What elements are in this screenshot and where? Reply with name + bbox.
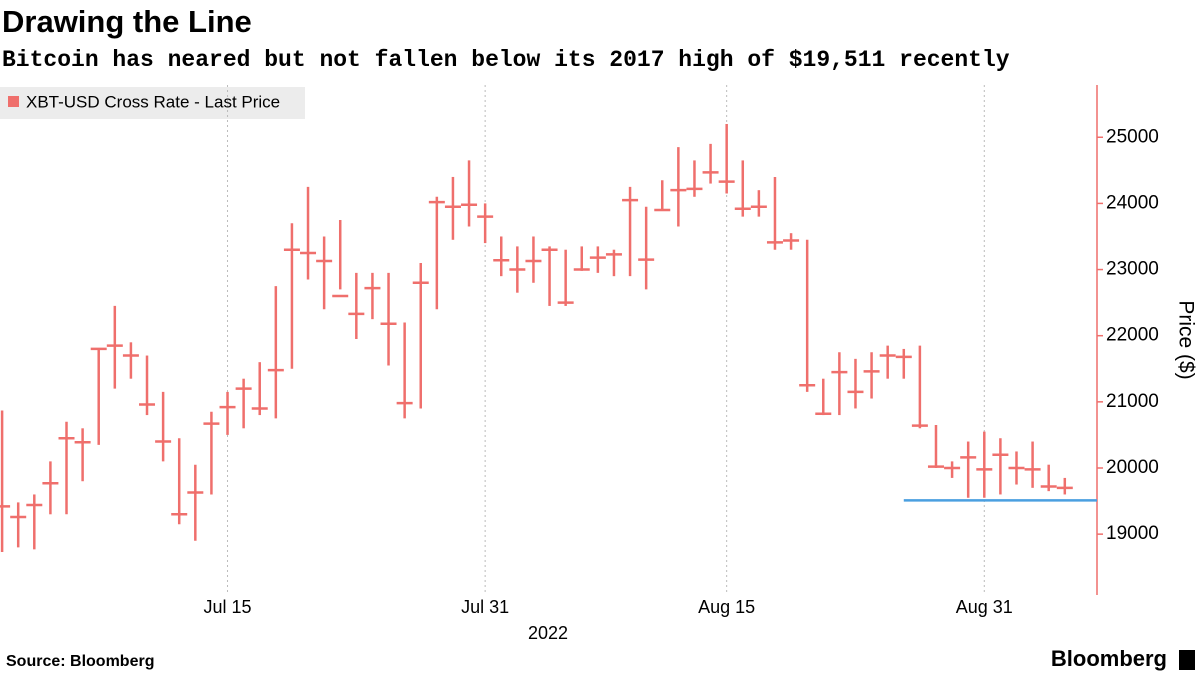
legend-swatch <box>8 96 19 107</box>
x-tick-label: Jul 31 <box>461 597 509 617</box>
y-tick-label: 23000 <box>1106 259 1159 280</box>
y-tick-label: 22000 <box>1106 325 1159 346</box>
brand-logo: Bloomberg <box>1051 646 1167 671</box>
legend-label: XBT-USD Cross Rate - Last Price <box>26 92 280 111</box>
x-tick-label: Aug 15 <box>698 597 755 617</box>
y-tick-label: 19000 <box>1106 523 1159 544</box>
brand-icon <box>1179 650 1195 670</box>
x-tick-label: Aug 31 <box>956 597 1013 617</box>
source: Source: Bloomberg <box>6 653 154 670</box>
x-axis-label: 2022 <box>528 623 568 643</box>
y-tick-label: 25000 <box>1106 126 1159 147</box>
y-tick-label: 21000 <box>1106 391 1159 412</box>
y-tick-label: 20000 <box>1106 457 1159 478</box>
legend-box <box>0 87 305 119</box>
y-axis-label: Price ($) <box>1174 300 1197 379</box>
y-tick-label: 24000 <box>1106 192 1159 213</box>
chart-subtitle: Bitcoin has neared but not fallen below … <box>2 47 1010 73</box>
chart-title: Drawing the Line <box>2 4 252 39</box>
x-tick-label: Jul 15 <box>203 597 251 617</box>
